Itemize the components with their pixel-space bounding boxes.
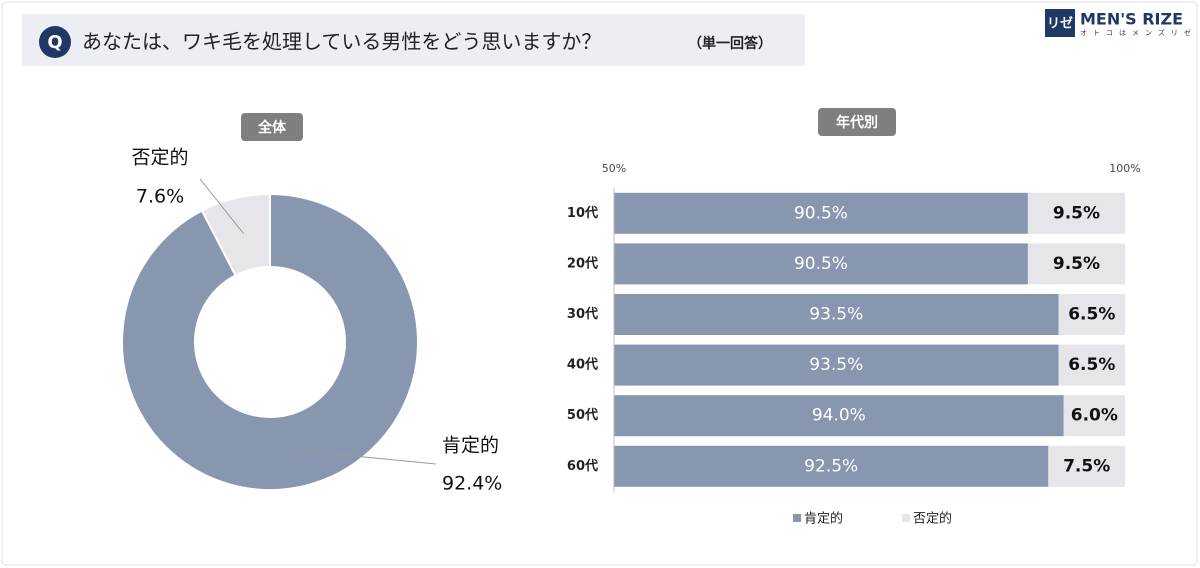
bar-segment xyxy=(614,294,1059,335)
x-tick-label: 50% xyxy=(602,162,626,175)
y-tick-label: 60代 xyxy=(567,458,598,474)
value-label: 94.0% xyxy=(812,406,866,426)
slice-value: 92.4% xyxy=(442,473,502,495)
value-label: 93.5% xyxy=(809,355,863,375)
y-tick-label: 40代 xyxy=(567,357,598,373)
y-tick-label: 10代 xyxy=(567,205,598,221)
value-label: 93.5% xyxy=(809,305,863,325)
logo-mark-box xyxy=(1045,9,1075,37)
section-badge xyxy=(241,113,303,141)
logo: MEN'S RIZE xyxy=(1080,10,1183,29)
bar-segment xyxy=(614,445,1049,487)
bar-title: 年代別 xyxy=(836,114,878,131)
slice-label: 否定的 xyxy=(131,147,188,169)
leader-line xyxy=(199,178,245,234)
slice-value: 7.6% xyxy=(136,186,184,208)
donut-slice xyxy=(121,192,419,491)
value-label: 6.0% xyxy=(1071,406,1118,426)
y-tick-label: 20代 xyxy=(567,255,598,271)
donut-slice xyxy=(200,192,271,277)
bar-segment xyxy=(1058,344,1125,386)
slice-label: 肯定的 xyxy=(442,435,499,457)
legend-swatch xyxy=(793,514,801,522)
bar-segment xyxy=(1027,192,1125,234)
bar-segment xyxy=(614,192,1028,234)
donut-title: 全体 xyxy=(257,119,287,136)
section-badge xyxy=(818,108,896,136)
y-tick-label: 30代 xyxy=(567,306,598,322)
bar-segment xyxy=(614,344,1059,386)
bar-segment xyxy=(614,243,1028,285)
value-label: 90.5% xyxy=(794,254,848,274)
logo-sub: オトコはメンズリゼ xyxy=(1080,28,1197,37)
logo-mark: リゼ xyxy=(1047,16,1073,32)
value-label: 6.5% xyxy=(1068,355,1115,375)
x-tick-label: 100% xyxy=(1109,162,1140,175)
q-letter: Q xyxy=(47,32,62,53)
legend-label: 肯定的 xyxy=(804,511,843,527)
question-note: （単一回答） xyxy=(688,35,772,52)
value-label: 92.5% xyxy=(804,456,858,476)
question-title: あなたは、ワキ毛を処理している男性をどう思いますか？ xyxy=(82,30,601,54)
value-label: 90.5% xyxy=(794,203,848,223)
q-badge xyxy=(39,26,71,58)
value-label: 9.5% xyxy=(1053,254,1100,274)
question-bar xyxy=(22,14,805,66)
legend-swatch xyxy=(902,514,910,522)
y-tick-label: 50代 xyxy=(567,407,598,423)
value-label: 7.5% xyxy=(1063,456,1110,476)
leader-line xyxy=(296,449,437,465)
bar-segment xyxy=(614,395,1064,437)
value-label: 6.5% xyxy=(1068,305,1115,325)
bar-segment xyxy=(1063,395,1125,437)
legend-label: 否定的 xyxy=(913,511,952,527)
value-label: 9.5% xyxy=(1053,203,1100,223)
bar-segment xyxy=(1048,445,1125,487)
bar-segment xyxy=(1058,294,1125,335)
bar-segment xyxy=(1027,243,1125,285)
